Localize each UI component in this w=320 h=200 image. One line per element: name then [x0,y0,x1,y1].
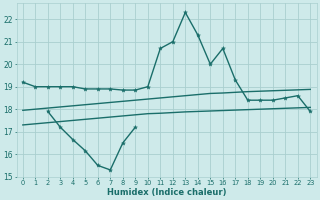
X-axis label: Humidex (Indice chaleur): Humidex (Indice chaleur) [107,188,226,197]
